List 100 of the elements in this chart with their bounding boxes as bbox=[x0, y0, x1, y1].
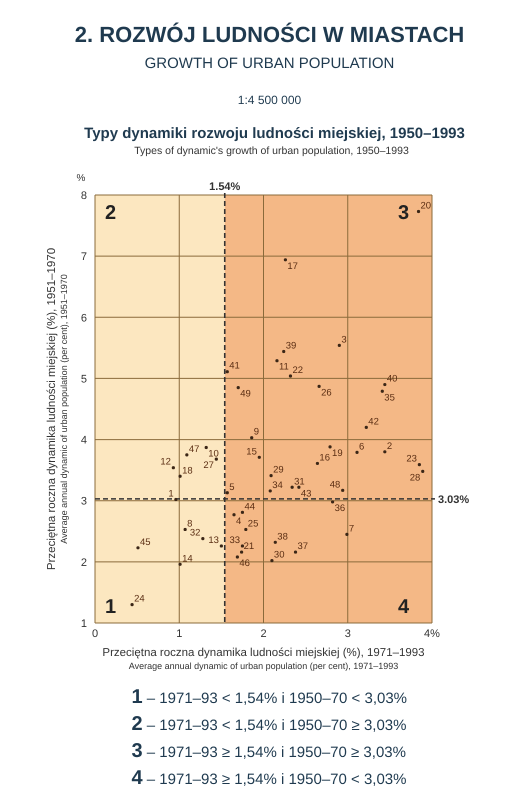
series-label: 33 bbox=[229, 534, 240, 546]
series-label: 15 bbox=[246, 446, 257, 458]
point bbox=[297, 486, 300, 489]
point bbox=[345, 532, 349, 536]
y-tick-label: 8 bbox=[80, 190, 87, 202]
series-label: 26 bbox=[321, 387, 332, 398]
y-tick-label: 7 bbox=[80, 251, 87, 264]
series-label: 14 bbox=[182, 553, 193, 564]
y-tick-label: 1 bbox=[80, 618, 87, 630]
point bbox=[364, 426, 368, 429]
point bbox=[284, 258, 288, 262]
point bbox=[226, 370, 229, 374]
text: Typy dynamiki rozwoju ludności miejskiej, 1950–1993 bbox=[84, 125, 465, 142]
series-label: 37 bbox=[298, 541, 308, 552]
series-label: 47 bbox=[188, 444, 200, 455]
point bbox=[201, 537, 204, 540]
point bbox=[355, 450, 359, 454]
series-label: 20 bbox=[420, 200, 432, 212]
point bbox=[294, 550, 298, 554]
series-label: 12 bbox=[160, 456, 171, 468]
point bbox=[316, 462, 320, 466]
x-tick-label: 2 bbox=[260, 628, 267, 640]
text: Types of dynamic's growth of urban population, 1950–1993 bbox=[134, 145, 409, 157]
y-tick-label: 6 bbox=[80, 312, 87, 324]
series-label: 49 bbox=[240, 388, 251, 400]
series-label: 44 bbox=[244, 501, 256, 512]
series-label: 27 bbox=[203, 460, 214, 472]
y-tick-label: 4 bbox=[80, 434, 87, 447]
point bbox=[330, 500, 334, 504]
point bbox=[270, 559, 274, 562]
point bbox=[275, 359, 279, 362]
series-label: 2 bbox=[386, 440, 392, 452]
point bbox=[338, 344, 341, 348]
point bbox=[204, 446, 208, 450]
y-tick-label: 2 bbox=[80, 556, 87, 569]
point bbox=[172, 466, 175, 470]
series-label: 3 bbox=[341, 334, 347, 346]
series-label: 19 bbox=[332, 448, 343, 459]
point bbox=[274, 540, 277, 544]
x-tick-label: 0 bbox=[92, 628, 98, 640]
point bbox=[380, 390, 384, 393]
point bbox=[236, 555, 239, 559]
series-label: 18 bbox=[182, 465, 193, 476]
point bbox=[258, 456, 261, 459]
series-label: 10 bbox=[208, 448, 219, 460]
point bbox=[240, 510, 244, 514]
point bbox=[184, 528, 187, 532]
chart-subtitle: GROWTH OF URBAN POPULATION bbox=[144, 55, 394, 72]
series-label: 25 bbox=[248, 518, 258, 530]
point bbox=[418, 463, 421, 466]
point bbox=[214, 458, 218, 461]
series-label: 8 bbox=[187, 518, 192, 530]
point bbox=[341, 488, 344, 492]
point bbox=[220, 544, 223, 548]
point bbox=[232, 513, 236, 516]
series-label: 7 bbox=[348, 523, 354, 534]
point bbox=[244, 528, 248, 532]
series-label: 23 bbox=[406, 454, 417, 465]
point bbox=[240, 550, 244, 554]
series-label: 1 bbox=[168, 488, 174, 500]
series-label: 41 bbox=[229, 360, 240, 372]
annotation: 3 bbox=[398, 202, 410, 224]
series-label: 29 bbox=[273, 464, 284, 476]
series-label: 24 bbox=[134, 594, 145, 605]
point bbox=[282, 350, 286, 354]
point bbox=[416, 210, 420, 214]
series-label: 32 bbox=[190, 528, 200, 539]
text: 4 – 1971–93 ≥ 1,54% i 1950–70 < 3,03% bbox=[132, 767, 406, 789]
point bbox=[290, 486, 294, 489]
point bbox=[250, 436, 254, 440]
y-tick-label: 3 bbox=[80, 496, 87, 508]
y-tick-label: 5 bbox=[80, 373, 87, 386]
series-label: 42 bbox=[368, 416, 379, 428]
annotation: 4 bbox=[398, 596, 410, 618]
point bbox=[178, 474, 182, 478]
text: 2 – 1971–93 < 1,54% i 1950–70 ≥ 3,03% bbox=[132, 713, 406, 735]
point bbox=[288, 374, 292, 378]
series-label: 34 bbox=[272, 480, 283, 491]
point bbox=[421, 470, 424, 473]
series-label: 36 bbox=[334, 502, 346, 514]
point bbox=[328, 445, 332, 449]
series-label: 38 bbox=[277, 531, 288, 542]
point bbox=[178, 562, 182, 566]
series-label: 5 bbox=[229, 482, 235, 493]
annotation: 1 bbox=[105, 596, 116, 618]
series-label: 43 bbox=[300, 488, 312, 500]
point bbox=[318, 384, 321, 388]
point bbox=[269, 474, 273, 478]
series-label: 4 bbox=[236, 516, 242, 527]
point bbox=[236, 386, 240, 390]
point bbox=[383, 450, 386, 454]
point bbox=[136, 546, 140, 550]
ref-line-label: 1.54% bbox=[209, 181, 241, 193]
text: % bbox=[76, 173, 86, 184]
series-label: 35 bbox=[384, 392, 395, 404]
series-label: 22 bbox=[292, 364, 304, 376]
series-label: 39 bbox=[286, 340, 296, 352]
series-label: 13 bbox=[208, 534, 219, 546]
series-label: 30 bbox=[274, 550, 285, 561]
series-label: 6 bbox=[359, 441, 364, 452]
